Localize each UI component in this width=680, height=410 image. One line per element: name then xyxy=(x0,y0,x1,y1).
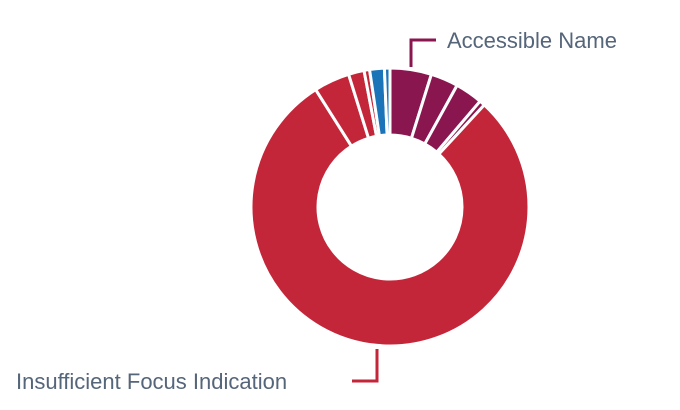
callout-label-insufficient-focus: Insufficient Focus Indication xyxy=(16,369,287,394)
donut-slice-9[interactable] xyxy=(382,66,392,137)
callout-line-accessible-name xyxy=(409,38,436,67)
donut-slice-4[interactable] xyxy=(249,88,531,348)
donut-slices xyxy=(249,66,531,348)
callout-line-insufficient-focus xyxy=(352,349,379,383)
callout-label-accessible-name: Accessible Name xyxy=(447,28,617,53)
